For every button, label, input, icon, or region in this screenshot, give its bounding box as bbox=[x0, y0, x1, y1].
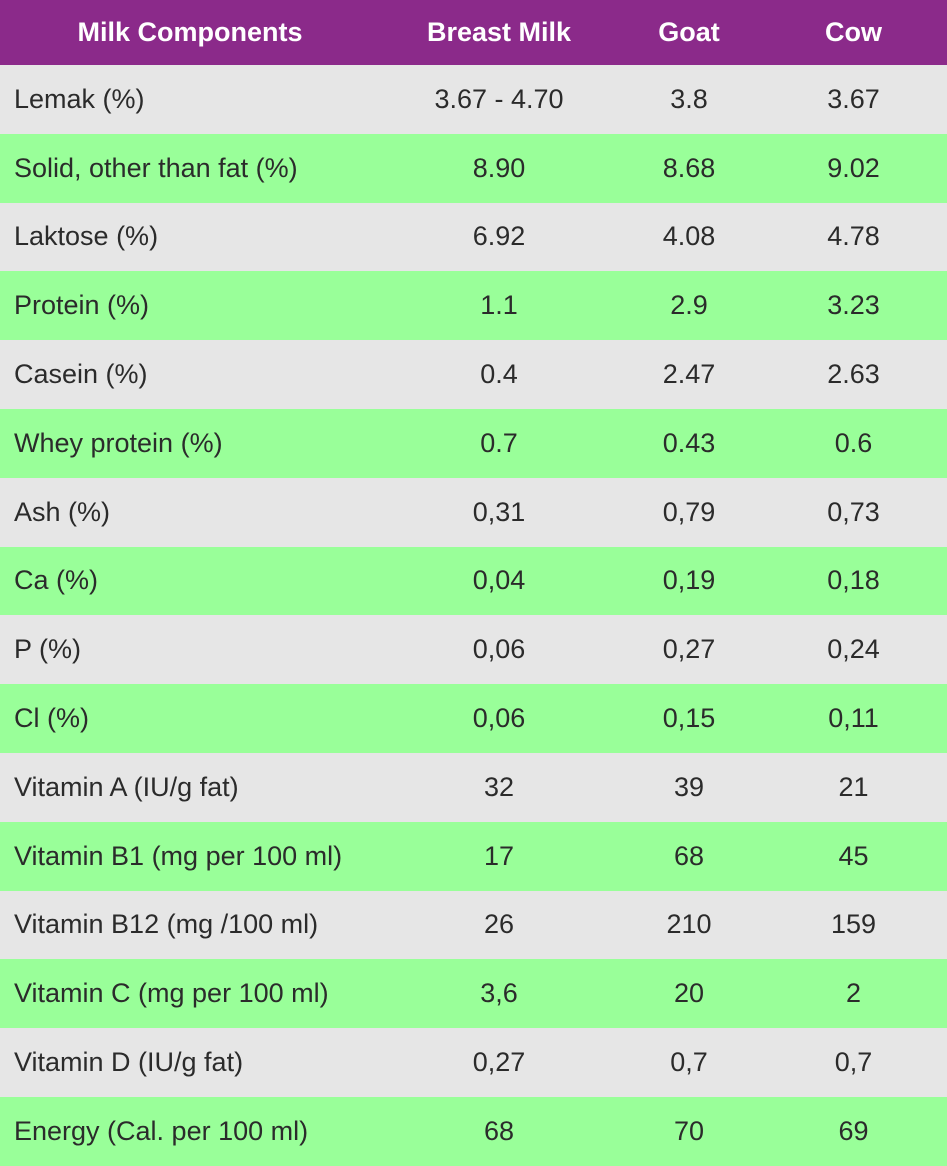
component-cell: Whey protein (%) bbox=[14, 427, 223, 458]
goat-cell: 0,7 bbox=[670, 1047, 708, 1078]
cow-cell: 0,73 bbox=[827, 496, 880, 527]
goat-cell: 68 bbox=[673, 840, 705, 871]
table-body: Lemak (%) 3.67 - 4.70 3.8 3.67 Solid, other … bbox=[0, 65, 947, 1166]
breast-milk-cell: 8.90 bbox=[472, 152, 526, 183]
component-cell: Protein (%) bbox=[14, 290, 150, 321]
component-cell: Vitamin B1 (mg per 100 ml) bbox=[14, 840, 343, 871]
table-row: Vitamin B12 (mg /100 ml) 26 210 159 bbox=[0, 890, 947, 960]
component-cell: Vitamin B12 (mg /100 ml) bbox=[14, 909, 319, 940]
cow-cell: 4.78 bbox=[827, 221, 880, 252]
table-row: Vitamin B1 (mg per 100 ml) 17 68 45 bbox=[0, 821, 947, 891]
component-cell: Lemak (%) bbox=[14, 83, 145, 114]
table-row: Whey protein (%) 0.7 0.43 0.6 bbox=[0, 408, 947, 478]
goat-cell: 2.9 bbox=[670, 290, 708, 321]
table-row: Lemak (%) 3.67 - 4.70 3.8 3.67 bbox=[0, 65, 947, 134]
goat-cell: 0,15 bbox=[662, 703, 716, 734]
component-cell: Cl (%) bbox=[14, 703, 89, 734]
breast-milk-cell: 0.7 bbox=[480, 427, 518, 458]
table-row: Energy (Cal. per 100 ml) 68 70 69 bbox=[0, 1096, 947, 1166]
header-goat: Goat bbox=[658, 17, 720, 47]
goat-cell: 4.08 bbox=[662, 221, 716, 252]
component-cell: Casein (%) bbox=[14, 359, 148, 390]
cow-cell: 9.02 bbox=[827, 152, 880, 183]
cow-cell: 3.23 bbox=[827, 290, 880, 321]
breast-milk-cell: 32 bbox=[483, 771, 515, 802]
goat-cell: 20 bbox=[673, 978, 705, 1009]
table-row: Protein (%) 1.1 2.9 3.23 bbox=[0, 271, 947, 341]
breast-milk-cell: 68 bbox=[483, 1115, 515, 1146]
cow-cell: 0.6 bbox=[834, 427, 873, 458]
breast-milk-cell: 0.4 bbox=[480, 359, 518, 390]
component-cell: Energy (Cal. per 100 ml) bbox=[14, 1115, 309, 1146]
breast-milk-cell: 0,27 bbox=[472, 1047, 526, 1078]
cow-cell: 159 bbox=[830, 909, 877, 940]
cow-cell: 0,18 bbox=[827, 565, 880, 596]
component-cell: Vitamin D (IU/g fat) bbox=[14, 1047, 244, 1078]
table-row: Casein (%) 0.4 2.47 2.63 bbox=[0, 340, 947, 409]
cow-cell: 45 bbox=[838, 840, 869, 871]
component-cell: Laktose (%) bbox=[14, 221, 159, 252]
component-cell: Ash (%) bbox=[14, 496, 111, 527]
breast-milk-cell: 0,04 bbox=[472, 565, 526, 596]
breast-milk-cell: 3,6 bbox=[480, 978, 518, 1009]
header-cow: Cow bbox=[825, 17, 882, 47]
breast-milk-cell: 26 bbox=[483, 909, 515, 940]
breast-milk-cell: 6.92 bbox=[472, 221, 526, 252]
goat-cell: 0.43 bbox=[662, 427, 716, 458]
component-cell: Vitamin A (IU/g fat) bbox=[14, 771, 239, 802]
table-row: Vitamin C (mg per 100 ml) 3,6 20 2 bbox=[0, 959, 947, 1029]
cow-cell: 0,24 bbox=[827, 634, 880, 665]
goat-cell: 0,79 bbox=[662, 496, 716, 527]
table-row: Vitamin D (IU/g fat) 0,27 0,7 0,7 bbox=[0, 1028, 947, 1097]
goat-cell: 0,27 bbox=[662, 634, 716, 665]
breast-milk-cell: 0,31 bbox=[472, 496, 526, 527]
table-row: Vitamin A (IU/g fat) 32 39 21 bbox=[0, 752, 947, 822]
component-cell: Vitamin C (mg per 100 ml) bbox=[14, 978, 329, 1009]
cow-cell: 0,7 bbox=[834, 1047, 873, 1078]
cow-cell: 2 bbox=[845, 978, 862, 1009]
component-cell: Solid, other than fat (%) bbox=[14, 152, 298, 183]
cow-cell: 3.67 bbox=[827, 83, 880, 114]
table-row: Solid, other than fat (%) 8.90 8.68 9.02 bbox=[0, 133, 947, 203]
goat-cell: 2.47 bbox=[662, 359, 716, 390]
header-milk-components: Milk Components bbox=[77, 17, 303, 47]
goat-cell: 210 bbox=[666, 909, 712, 940]
goat-cell: 39 bbox=[673, 771, 705, 802]
table-header: Milk Components Breast Milk Goat Cow bbox=[0, 0, 947, 65]
breast-milk-cell: 0,06 bbox=[472, 703, 526, 734]
cow-cell: 21 bbox=[838, 771, 869, 802]
breast-milk-cell: 0,06 bbox=[472, 634, 526, 665]
component-cell: P (%) bbox=[14, 634, 82, 665]
breast-milk-cell: 17 bbox=[483, 840, 515, 871]
table-row: Cl (%) 0,06 0,15 0,11 bbox=[0, 684, 947, 753]
goat-cell: 8.68 bbox=[662, 152, 716, 183]
header-row: Milk Components Breast Milk Goat Cow bbox=[0, 0, 947, 65]
cow-cell: 0,11 bbox=[828, 703, 879, 734]
table-row: Ca (%) 0,04 0,19 0,18 bbox=[0, 546, 947, 616]
component-cell: Ca (%) bbox=[14, 565, 99, 596]
goat-cell: 70 bbox=[673, 1115, 705, 1146]
header-breast-milk: Breast Milk bbox=[426, 17, 572, 47]
breast-milk-cell: 1.1 bbox=[480, 290, 518, 321]
goat-cell: 0,19 bbox=[662, 565, 716, 596]
cow-cell: 69 bbox=[838, 1115, 869, 1146]
table-row: Ash (%) 0,31 0,79 0,73 bbox=[0, 477, 947, 547]
goat-cell: 3.8 bbox=[670, 83, 708, 114]
table-row: Laktose (%) 6.92 4.08 4.78 bbox=[0, 202, 947, 272]
breast-milk-cell: 3.67 - 4.70 bbox=[434, 83, 564, 114]
table-row: P (%) 0,06 0,27 0,24 bbox=[0, 615, 947, 685]
cow-cell: 2.63 bbox=[827, 359, 880, 390]
